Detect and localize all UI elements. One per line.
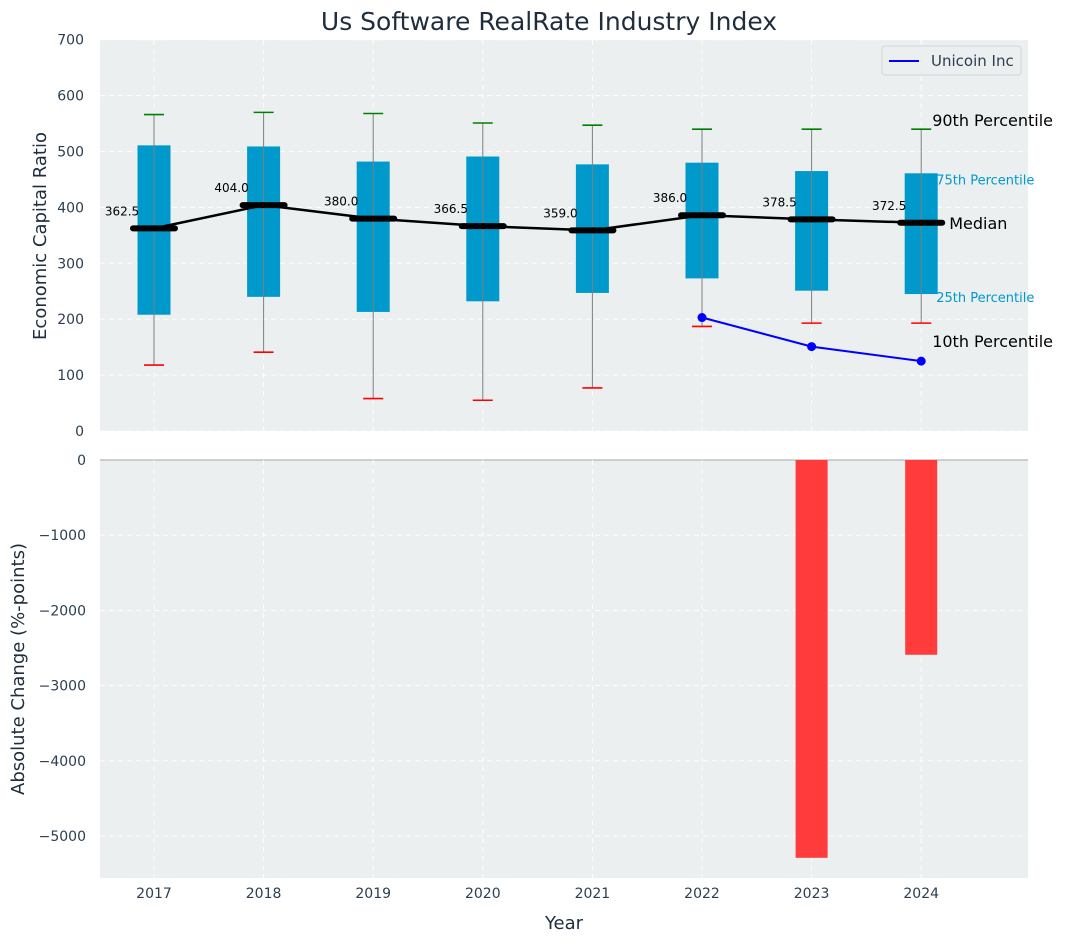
box-2019: 380.0 [324, 112, 398, 400]
top-panel-background [100, 40, 1028, 431]
bottom-y-tick-label: −5000 [39, 829, 86, 845]
change-bars [795, 460, 938, 858]
bottom-y-tick-label: −4000 [39, 754, 86, 770]
median-trend-line [153, 203, 922, 232]
box-2018: 404.0 [214, 111, 288, 353]
x-tick-label: 2023 [794, 886, 830, 902]
chart-title: Us Software RealRate Industry Index [321, 7, 777, 36]
median-value-label: 362.5 [105, 204, 139, 218]
legend[interactable]: Unicoin Inc [881, 45, 1022, 76]
company-series [697, 313, 926, 366]
top-y-tick-label: 100 [57, 368, 84, 384]
top-y-tick-label: 400 [57, 200, 84, 216]
company-point [916, 356, 926, 366]
p75-label: 75th Percentile [936, 173, 1034, 188]
bottom-y-tick-label: −2000 [39, 603, 86, 619]
top-y-tick-label: 700 [57, 33, 84, 49]
box-2017: 362.5 [105, 113, 178, 366]
percentile-labels: 90th Percentile 75th Percentile Median 25th… [932, 111, 1053, 351]
x-tick-label: 2022 [684, 886, 720, 902]
bottom-y-axis-label: Absolute Change (%-points) [8, 543, 29, 795]
change-bar-2024 [905, 460, 938, 655]
top-y-tick-label: 0 [75, 424, 84, 440]
median-value-label: 366.5 [434, 202, 468, 216]
top-y-tick-label: 300 [57, 256, 84, 272]
top-y-tick-label: 200 [57, 312, 84, 328]
top-y-tick-label: 500 [57, 145, 84, 161]
company-point [807, 342, 817, 352]
p10-label: 10th Percentile [932, 332, 1053, 351]
change-bar-2023 [795, 460, 828, 858]
x-tick-label: 2020 [465, 886, 501, 902]
legend-label: Unicoin Inc [931, 52, 1014, 70]
median-value-label: 404.0 [214, 181, 248, 195]
median-trend [153, 203, 922, 232]
median-value-label: 380.0 [324, 195, 358, 209]
box-2024: 372.5 [872, 128, 946, 324]
box-plot: 362.5 404.0 380.0 366.5 359.0 386.0 378.5 372.5 [105, 111, 946, 402]
bottom-y-tick-labels: 0 −1000 −2000 −3000 −4000 −5000 [39, 453, 86, 845]
x-tick-label: 2018 [246, 886, 282, 902]
x-tick-labels: 2017 2018 2019 2020 2021 2022 2023 2024 [136, 886, 939, 902]
median-value-label: 378.5 [762, 195, 796, 209]
x-tick-label: 2019 [355, 886, 391, 902]
median-label: Median [949, 214, 1007, 233]
top-y-tick-label: 600 [57, 89, 84, 105]
bottom-gridlines [100, 459, 1028, 878]
p25-label: 25th Percentile [936, 291, 1034, 306]
bottom-y-tick-label: 0 [77, 453, 86, 469]
box-2023: 378.5 [762, 128, 836, 324]
legend-box [881, 45, 1022, 76]
x-tick-label: 2021 [575, 886, 611, 902]
bottom-y-tick-label: −1000 [39, 528, 86, 544]
p90-label: 90th Percentile [932, 111, 1053, 130]
x-tick-label: 2024 [903, 886, 939, 902]
median-value-label: 386.0 [653, 191, 687, 205]
median-value-label: 359.0 [543, 206, 577, 220]
top-y-tick-labels: 0 100 200 300 400 500 600 700 [57, 33, 84, 440]
box-2020: 366.5 [434, 122, 507, 402]
bottom-panel: 0−1000−2000−3000−4000−5000 2017 2018 2019 2… [39, 453, 1028, 902]
x-tick-label: 2017 [136, 886, 172, 902]
median-value-label: 372.5 [872, 199, 906, 213]
bottom-y-tick-label: −3000 [39, 679, 86, 695]
top-y-axis-label: Economic Capital Ratio [30, 132, 51, 340]
company-point [697, 313, 707, 323]
x-axis-label: Year [544, 913, 584, 934]
bottom-panel-background [100, 460, 1028, 878]
